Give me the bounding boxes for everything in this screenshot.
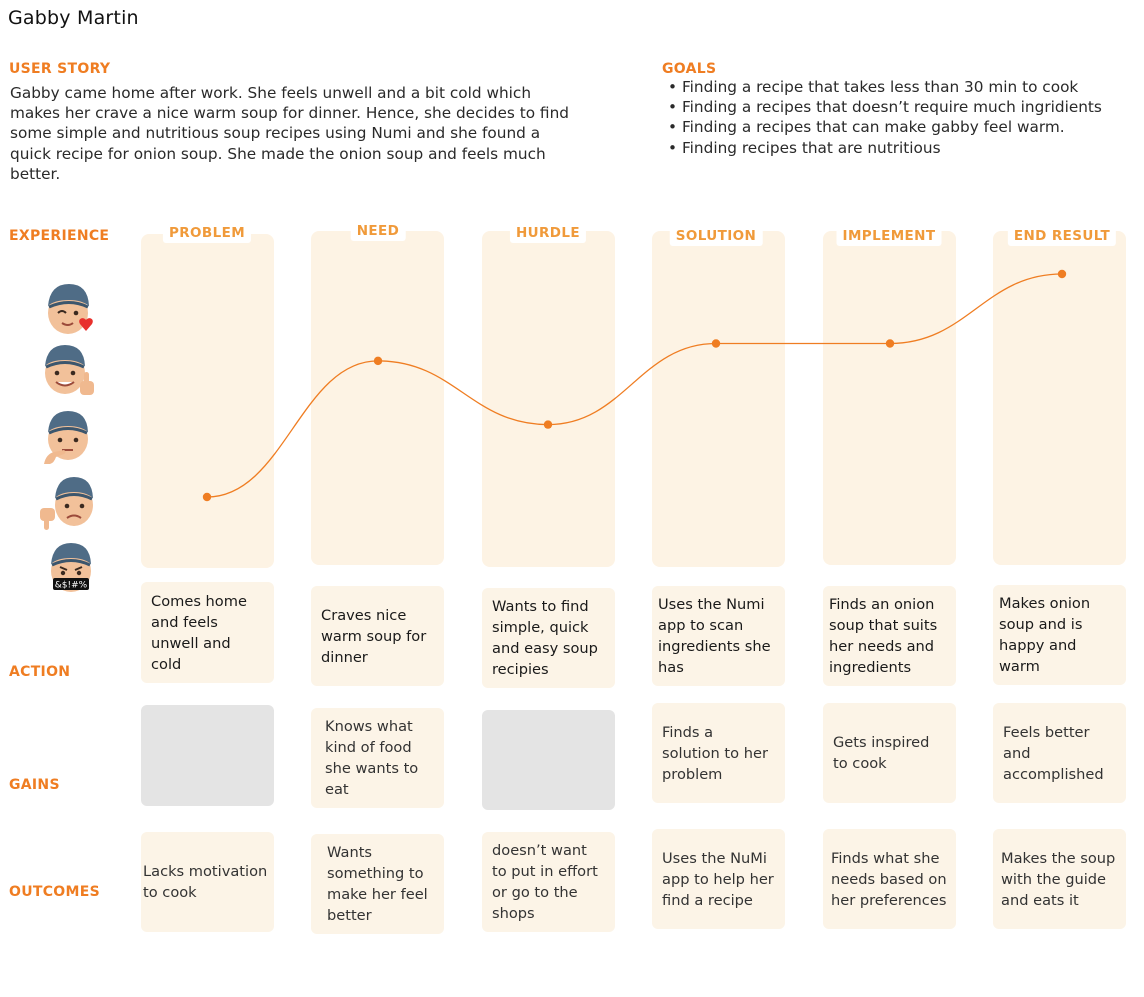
action-text: Finds an onion soup that suits her needs…: [829, 596, 938, 676]
action-label: ACTION: [9, 664, 71, 680]
stage-column-end-result: [993, 231, 1126, 565]
outcomes-label: OUTCOMES: [9, 884, 100, 900]
user-story-text: Gabby came home after work. She feels un…: [10, 84, 569, 183]
gains-card-empty: [482, 710, 615, 810]
swearing-face-icon: &$!#%: [51, 543, 91, 592]
persona-name: Gabby Martin: [8, 7, 139, 29]
outcome-text: doesn’t want to put in effort or go to t…: [492, 842, 598, 922]
outcome-card: Makes the soup with the guide and eats i…: [993, 829, 1126, 929]
outcome-card: Finds what she needs based on her prefer…: [823, 829, 956, 929]
action-card: Makes onion soup and is happy and warm: [993, 585, 1126, 685]
thumbs-up-face-icon: [45, 345, 94, 395]
love-wink-face-icon: [48, 284, 93, 334]
experience-label: EXPERIENCE: [9, 228, 110, 244]
emotion-point-problem: [202, 492, 212, 502]
action-text: Comes home and feels unwell and cold: [151, 592, 247, 673]
outcome-text: Lacks motivation to cook: [143, 863, 268, 901]
stage-title-implement: IMPLEMENT: [836, 226, 942, 246]
outcome-text: Wants something to make her feel better: [327, 844, 428, 924]
gains-label: GAINS: [9, 777, 60, 793]
action-card: Uses the Numi app to scan ingredients sh…: [652, 586, 785, 686]
outcome-card: Lacks motivation to cook: [141, 832, 274, 932]
gains-card: Finds a solution to her problem: [652, 703, 785, 803]
stage-title-need: NEED: [350, 221, 406, 241]
gains-text: Finds a solution to her problem: [662, 723, 768, 783]
stage-title-end-result: END RESULT: [1007, 226, 1117, 246]
user-story-label: USER STORY: [9, 61, 111, 77]
action-card: Craves nice warm soup for dinner: [311, 586, 444, 686]
action-card: Finds an onion soup that suits her needs…: [823, 586, 956, 686]
goal-item: Finding recipes that are nutritious: [668, 138, 1138, 158]
goal-item: Finding a recipe that takes less than 30…: [668, 77, 1138, 97]
stage-title-solution: SOLUTION: [669, 226, 763, 246]
action-text: Makes onion soup and is happy and warm: [999, 595, 1091, 675]
emotion-point-implement: [885, 339, 895, 348]
goal-item: Finding a recipes that can make gabby fe…: [668, 117, 1138, 137]
emotion-point-solution: [711, 339, 721, 348]
gains-card: Knows what kind of food she wants to eat: [311, 708, 444, 808]
outcome-text: Makes the soup with the guide and eats i…: [1001, 849, 1116, 909]
goals-label: GOALS: [662, 61, 717, 77]
stage-column-problem: [141, 234, 274, 568]
gains-card: Gets inspired to cook: [823, 703, 956, 803]
gains-text: Gets inspired to cook: [833, 734, 930, 772]
outcome-card: Uses the NuMi app to help her find a rec…: [652, 829, 785, 929]
action-card: Comes home and feels unwell and cold: [141, 582, 274, 683]
emotion-point-end-result: [1057, 269, 1067, 279]
gains-card-empty: [141, 705, 274, 806]
stage-column-need: [311, 231, 444, 565]
emotion-curve-line: [206, 273, 1063, 498]
gains-card: Feels better and accomplished: [993, 703, 1126, 803]
thumbs-down-face-icon: [40, 477, 93, 530]
action-card: Wants to find simple, quick and easy sou…: [482, 588, 615, 688]
gains-text: Knows what kind of food she wants to eat: [325, 718, 419, 798]
action-text: Uses the Numi app to scan ingredients sh…: [658, 596, 771, 676]
action-text: Wants to find simple, quick and easy sou…: [492, 598, 598, 678]
goal-item: Finding a recipes that doesn’t require m…: [668, 97, 1138, 117]
stage-column-implement: [823, 231, 956, 565]
emotion-point-need: [373, 356, 383, 366]
stage-column-hurdle: [482, 231, 615, 567]
outcome-card: Wants something to make her feel better: [311, 834, 444, 934]
emotion-point-hurdle: [543, 420, 553, 429]
outcome-text: Uses the NuMi app to help her find a rec…: [662, 849, 774, 909]
goals-list: Finding a recipe that takes less than 30…: [668, 77, 1138, 158]
stage-title-hurdle: HURDLE: [509, 223, 587, 243]
stage-column-solution: [652, 231, 785, 567]
action-text: Craves nice warm soup for dinner: [321, 606, 427, 666]
swearing-symbols: &$!#%: [55, 581, 88, 591]
stage-title-problem: PROBLEM: [162, 223, 252, 243]
gains-text: Feels better and accomplished: [1003, 723, 1104, 783]
outcome-text: Finds what she needs based on her prefer…: [831, 849, 947, 909]
outcome-card: doesn’t want to put in effort or go to t…: [482, 832, 615, 932]
thinking-face-icon: [44, 411, 88, 464]
